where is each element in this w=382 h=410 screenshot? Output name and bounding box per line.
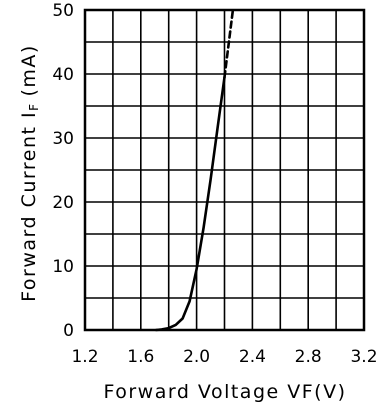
x-axis-label: Forward Voltage VF(V) <box>103 381 346 403</box>
plot-frame <box>83 8 366 332</box>
y-tick-labels: 0 10 20 30 40 50 <box>52 1 74 341</box>
x-tick-label: 2.0 <box>183 347 210 367</box>
y-tick-label: 40 <box>52 65 74 85</box>
y-axis-label: Forward Current IF (mA) <box>18 44 41 302</box>
series-layer <box>154 8 235 332</box>
x-tick-labels: 1.2 1.6 2.0 2.4 2.8 3.2 <box>71 347 377 367</box>
y-axis-label-main: Forward Current I <box>18 111 40 302</box>
y-tick-label: 10 <box>52 257 74 277</box>
y-tick-label: 50 <box>52 1 74 21</box>
x-tick-label: 1.6 <box>127 347 154 367</box>
iv-curve-dashed-extension <box>223 8 235 79</box>
y-tick-label: 20 <box>52 193 74 213</box>
x-tick-label: 2.4 <box>239 347 266 367</box>
x-tick-label: 3.2 <box>350 347 377 367</box>
grid <box>85 10 364 330</box>
x-tick-label: 1.2 <box>71 347 98 367</box>
x-tick-label: 2.8 <box>295 347 322 367</box>
iv-curve <box>154 75 226 332</box>
y-axis-label-subscript: F <box>27 102 41 110</box>
y-tick-label: 0 <box>63 321 74 341</box>
y-axis-label-unit: (mA) <box>18 44 40 96</box>
y-tick-label: 30 <box>52 129 74 149</box>
